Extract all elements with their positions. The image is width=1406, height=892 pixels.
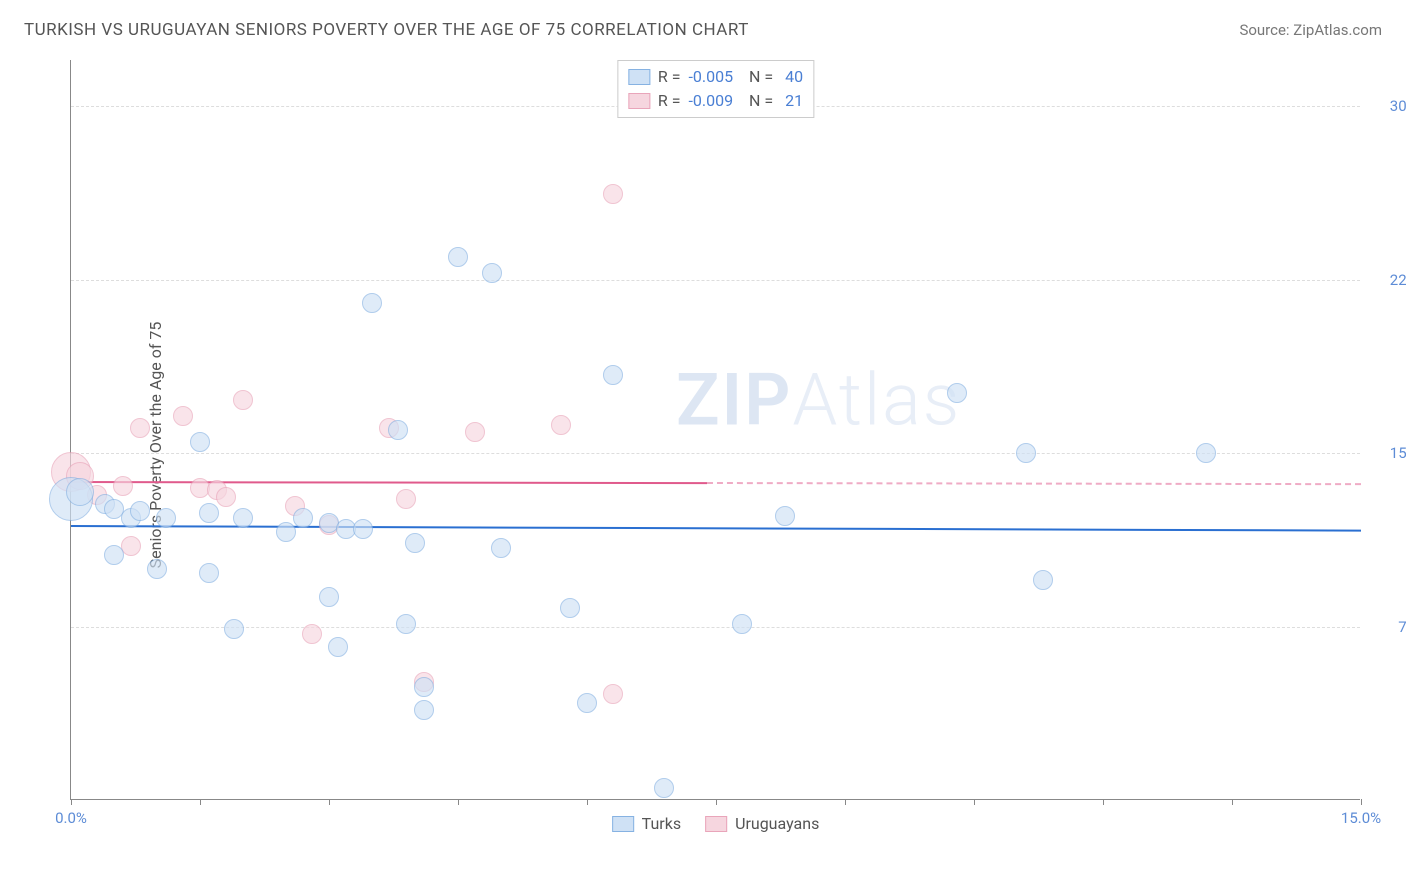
gridline	[71, 627, 1360, 628]
chart-area: Seniors Poverty Over the Age of 75 ZIPAt…	[50, 60, 1380, 830]
legend-label: Uruguayans	[735, 814, 819, 833]
legend-swatch	[628, 93, 650, 109]
stat-r-value: -0.009	[688, 89, 733, 113]
data-point-turks	[654, 778, 674, 798]
data-point-turks	[414, 700, 434, 720]
data-point-uruguayans	[173, 406, 193, 426]
trend-line	[71, 481, 707, 484]
x-tick	[845, 799, 846, 805]
watermark: ZIPAtlas	[676, 357, 961, 442]
x-tick	[458, 799, 459, 805]
x-tick	[1103, 799, 1104, 805]
legend-item-uruguayans: Uruguayans	[705, 814, 819, 833]
trend-line-dashed	[707, 482, 1361, 485]
data-point-turks	[947, 383, 967, 403]
trend-line	[71, 525, 1361, 532]
data-point-turks	[603, 365, 623, 385]
data-point-turks	[775, 506, 795, 526]
legend-label: Turks	[642, 814, 681, 833]
source-value: ZipAtlas.com	[1293, 21, 1382, 39]
data-point-uruguayans	[465, 422, 485, 442]
x-tick	[587, 799, 588, 805]
stats-row-turks: R = -0.005 N = 40	[628, 65, 803, 89]
data-point-turks	[405, 533, 425, 553]
watermark-zip: ZIP	[676, 357, 792, 442]
y-tick-label: 15.0%	[1370, 444, 1406, 462]
x-tick	[1232, 799, 1233, 805]
chart-title: TURKISH VS URUGUAYAN SENIORS POVERTY OVE…	[24, 20, 749, 40]
data-point-uruguayans	[603, 684, 623, 704]
x-tick	[716, 799, 717, 805]
data-point-turks	[224, 619, 244, 639]
x-tick-label: 0.0%	[55, 809, 87, 827]
x-tick	[200, 799, 201, 805]
data-point-turks	[276, 522, 296, 542]
chart-header: TURKISH VS URUGUAYAN SENIORS POVERTY OVE…	[0, 0, 1406, 50]
x-tick	[974, 799, 975, 805]
data-point-uruguayans	[551, 415, 571, 435]
data-point-turks	[328, 637, 348, 657]
data-point-turks	[199, 563, 219, 583]
x-tick	[1361, 799, 1362, 805]
data-point-uruguayans	[121, 536, 141, 556]
data-point-turks	[396, 614, 416, 634]
data-point-turks	[577, 693, 597, 713]
stat-n-value: 40	[781, 65, 803, 89]
data-point-turks	[414, 677, 434, 697]
data-point-turks	[732, 614, 752, 634]
legend-item-turks: Turks	[612, 814, 681, 833]
data-point-uruguayans	[603, 184, 623, 204]
data-point-turks	[560, 598, 580, 618]
data-point-uruguayans	[233, 390, 253, 410]
data-point-turks	[482, 263, 502, 283]
stat-n-label: N =	[741, 89, 773, 113]
data-point-turks	[293, 508, 313, 528]
gridline	[71, 453, 1360, 454]
data-point-turks	[319, 587, 339, 607]
data-point-uruguayans	[302, 624, 322, 644]
gridline	[71, 280, 1360, 281]
stat-n-value: 21	[781, 89, 803, 113]
data-point-turks	[1033, 570, 1053, 590]
y-tick-label: 22.5%	[1370, 271, 1406, 289]
stats-legend: R = -0.005 N = 40 R = -0.009 N = 21	[617, 60, 814, 118]
data-point-turks	[362, 293, 382, 313]
legend-swatch	[628, 69, 650, 85]
x-tick	[71, 799, 72, 805]
stats-row-uruguayans: R = -0.009 N = 21	[628, 89, 803, 113]
data-point-turks	[491, 538, 511, 558]
data-point-turks	[388, 420, 408, 440]
legend-swatch	[612, 816, 634, 832]
y-tick-label: 30.0%	[1370, 97, 1406, 115]
x-tick	[329, 799, 330, 805]
data-point-turks	[156, 508, 176, 528]
data-point-turks	[448, 247, 468, 267]
data-point-uruguayans	[216, 487, 236, 507]
x-tick-label: 15.0%	[1341, 809, 1381, 827]
stat-r-label: R =	[658, 65, 681, 89]
source-prefix: Source:	[1239, 21, 1293, 39]
data-point-turks	[130, 501, 150, 521]
data-point-turks	[1016, 443, 1036, 463]
stat-r-label: R =	[658, 89, 681, 113]
legend-swatch	[705, 816, 727, 832]
data-point-turks	[190, 432, 210, 452]
data-point-turks	[199, 503, 219, 523]
data-point-turks	[104, 545, 124, 565]
source-attribution: Source: ZipAtlas.com	[1239, 21, 1382, 39]
stat-n-label: N =	[741, 65, 773, 89]
y-tick-label: 7.5%	[1370, 618, 1406, 636]
plot-area: ZIPAtlas 7.5%15.0%22.5%30.0%0.0%15.0%R =…	[70, 60, 1360, 800]
stat-r-value: -0.005	[688, 65, 733, 89]
data-point-turks	[1196, 443, 1216, 463]
data-point-uruguayans	[113, 476, 133, 496]
data-point-turks	[66, 478, 94, 506]
data-point-turks	[233, 508, 253, 528]
data-point-turks	[147, 559, 167, 579]
series-legend: Turks Uruguayans	[612, 814, 820, 833]
data-point-uruguayans	[130, 418, 150, 438]
data-point-turks	[353, 519, 373, 539]
data-point-uruguayans	[396, 489, 416, 509]
watermark-atlas: Atlas	[792, 357, 961, 442]
